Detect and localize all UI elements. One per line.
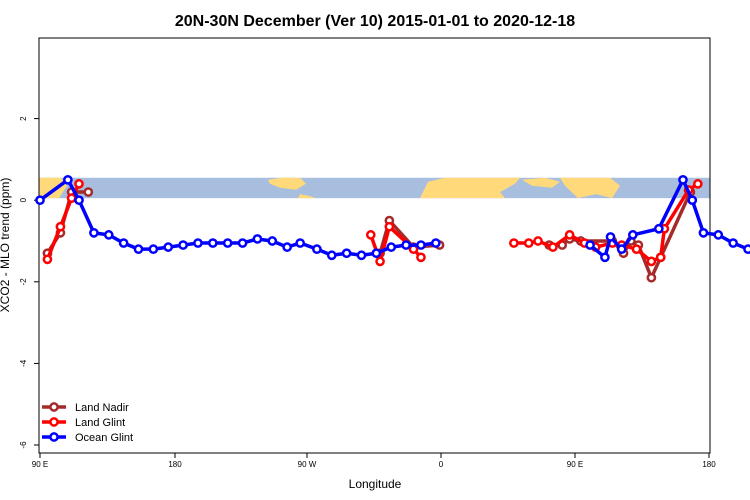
map-land <box>420 177 520 199</box>
legend-item-land-glint: Land Glint <box>42 417 125 429</box>
y-axis: -6 -4 -2 0 2 <box>19 116 39 449</box>
data-point <box>384 221 395 232</box>
x-tick-label: 90 E <box>32 460 48 469</box>
map-band <box>39 177 710 199</box>
data-point <box>371 248 382 259</box>
x-tick-label: 180 <box>168 460 182 469</box>
plot-frame <box>38 37 711 454</box>
data-point <box>564 230 575 240</box>
x-tick-label: 180 <box>702 460 716 469</box>
data-point <box>252 234 263 244</box>
x-tick-label: 0 <box>439 460 444 469</box>
data-point <box>616 244 627 255</box>
data-point <box>178 240 188 250</box>
data-point <box>341 248 352 259</box>
data-point <box>55 221 66 232</box>
data-point <box>193 238 203 248</box>
legend-label: Land Glint <box>75 417 125 429</box>
data-point <box>678 174 688 185</box>
data-point <box>365 230 376 240</box>
x-axis-label: Longitude <box>349 477 402 491</box>
data-point <box>655 252 666 263</box>
data-point <box>148 244 159 255</box>
data-point <box>89 227 99 238</box>
y-tick-label: -2 <box>19 278 28 286</box>
data-point <box>312 244 322 255</box>
data-point <box>35 195 45 206</box>
data-point <box>728 238 739 248</box>
data-point <box>687 195 698 206</box>
data-point <box>386 242 397 252</box>
map-land <box>522 177 560 188</box>
y-tick-label: -6 <box>19 441 28 449</box>
data-point <box>713 230 724 240</box>
data-point <box>133 244 144 255</box>
data-point <box>693 179 703 189</box>
data-point <box>237 238 248 248</box>
legend: Land Nadir Land Glint Ocean Glint <box>42 402 133 444</box>
chart-title: 20N-30N December (Ver 10) 2015-01-01 to … <box>175 13 575 30</box>
data-point <box>326 250 337 261</box>
data-point <box>698 227 709 238</box>
legend-item-ocean-glint: Ocean Glint <box>42 432 133 444</box>
data-point <box>207 238 218 248</box>
data-point <box>356 250 367 261</box>
legend-marker <box>49 432 59 442</box>
data-point <box>743 244 750 255</box>
data-point <box>295 238 306 248</box>
data-point <box>653 223 664 234</box>
x-tick-label: 90 W <box>298 460 317 469</box>
legend-item-land-nadir: Land Nadir <box>42 402 129 414</box>
map-land <box>560 177 620 199</box>
x-tick-label: 90 E <box>567 460 583 469</box>
data-point <box>42 254 53 265</box>
data-point <box>375 256 385 267</box>
data-point <box>548 242 558 252</box>
data-point <box>83 187 94 197</box>
data-point <box>585 240 595 250</box>
data-point <box>416 252 426 263</box>
y-tick-label: 2 <box>19 116 28 121</box>
y-tick-label: -4 <box>19 359 28 367</box>
data-point <box>282 242 293 252</box>
data-point <box>267 236 278 246</box>
data-point <box>523 238 534 248</box>
map-land <box>268 177 306 190</box>
data-point <box>600 252 610 263</box>
data-point <box>63 174 73 185</box>
legend-label: Ocean Glint <box>75 432 133 444</box>
map-land <box>298 194 316 199</box>
data-point <box>509 238 519 248</box>
y-axis-label: XCO2 - MLO trend (ppm) <box>0 178 12 313</box>
data-point <box>533 236 543 246</box>
map-land <box>39 177 67 199</box>
data-point <box>103 230 114 240</box>
series-line <box>378 218 440 254</box>
data-point <box>631 244 642 255</box>
x-axis: 90 E 180 90 W 0 90 E 180 <box>32 453 716 469</box>
legend-marker <box>49 402 59 412</box>
legend-label: Land Nadir <box>75 402 129 414</box>
data-point <box>163 242 174 252</box>
series-ocean-glint <box>35 174 750 263</box>
data-point <box>74 179 84 189</box>
legend-marker <box>49 417 59 427</box>
data-point <box>222 238 233 248</box>
data-point <box>401 240 411 250</box>
data-point <box>118 238 129 248</box>
data-point <box>646 272 657 283</box>
y-tick-label: 0 <box>19 197 28 202</box>
data-point <box>646 256 657 267</box>
data-point <box>74 195 84 206</box>
data-point <box>430 238 441 248</box>
data-point <box>416 240 426 250</box>
data-point <box>627 230 638 240</box>
data-point <box>605 232 616 242</box>
data-point <box>66 193 77 204</box>
series-layer <box>35 174 750 283</box>
